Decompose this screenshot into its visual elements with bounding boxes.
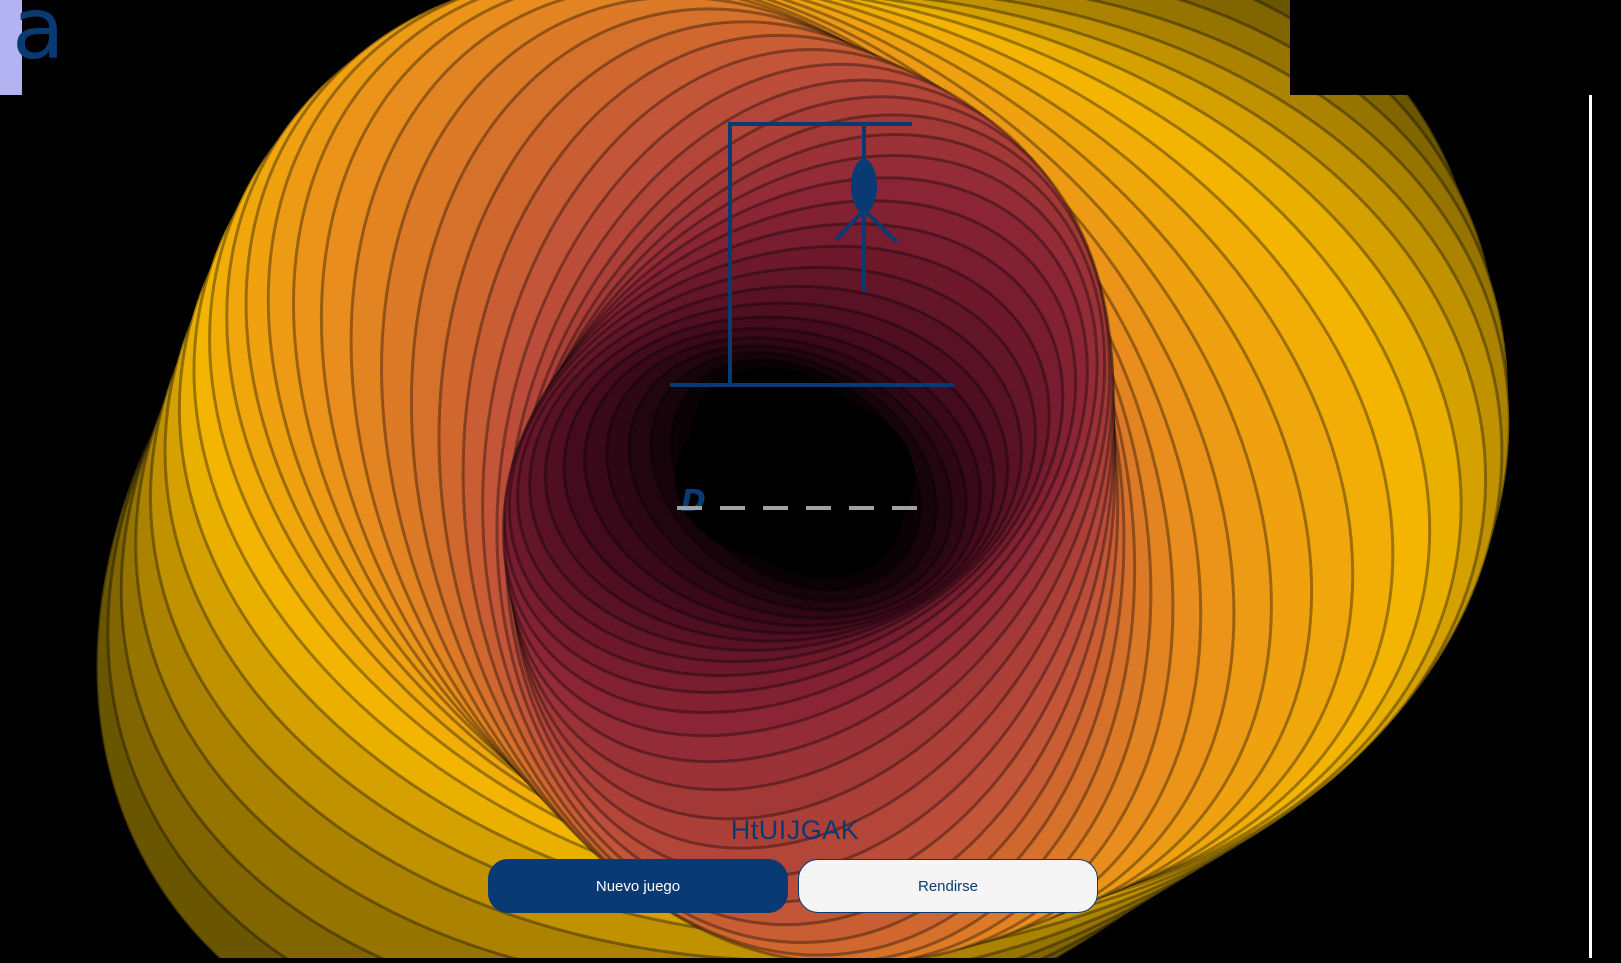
letter-slot [892,482,917,532]
wrong-letters: HtUIJGAK [730,815,860,845]
letter-dash [892,506,917,510]
new-game-button[interactable]: Nuevo juego [488,859,788,913]
right-black-band [1589,95,1621,963]
letter-slot [763,482,788,532]
logo-strip [0,0,22,95]
hangman-head [851,159,877,213]
revealed-letter: D [681,484,706,519]
letter-slot [720,482,745,532]
letter-slot: D [677,482,706,532]
letter-dash [849,506,874,510]
give-up-button[interactable]: Rendirse [798,859,1098,913]
letter-dash [720,506,745,510]
letter-dash [677,506,702,510]
spiral-core [675,393,915,563]
hangman-right-arm [862,208,899,244]
right-edge-strip [1589,95,1592,958]
logo[interactable]: a [12,0,65,79]
letter-dash [763,506,788,510]
hangman-left-arm [834,208,866,242]
letter-slot [806,482,831,532]
letter-slot [849,482,874,532]
letter-dash [806,506,831,510]
word-slots: D [677,482,957,532]
